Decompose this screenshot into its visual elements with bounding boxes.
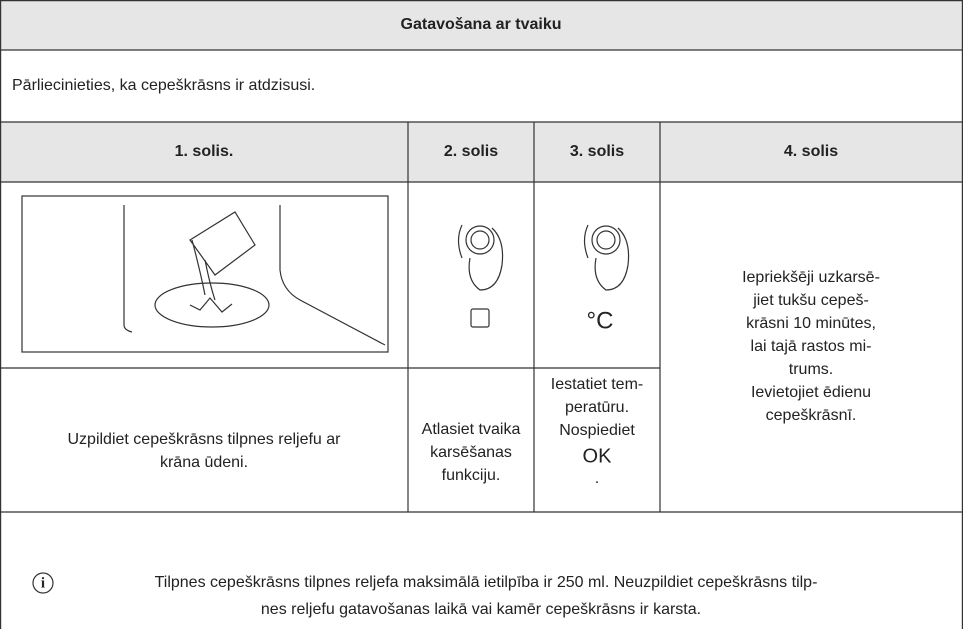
- symbol: °C: [587, 307, 614, 334]
- illustration-fill: [21, 195, 389, 353]
- step-text: peratūru.: [565, 399, 629, 416]
- step-text: jiet tukšu cepeš-: [752, 292, 869, 309]
- note-line: nes reljefu gatavošanas laikā vai kamēr …: [261, 601, 701, 618]
- step-text: trums.: [789, 361, 833, 378]
- step-text: Iestatiet tem-: [551, 376, 643, 393]
- title: Gatavošana ar tvaiku: [401, 16, 562, 33]
- note-line: Tilpnes cepeškrāsns tilpnes reljefa maks…: [155, 574, 818, 591]
- step-text: krāna ūdeni.: [160, 454, 248, 471]
- step-title: 4. solis: [784, 143, 838, 160]
- step-text: Uzpildiet cepeškrāsns tilpnes reljefu ar: [67, 431, 341, 448]
- step-text: Iepriekšēji uzkarsē-: [742, 269, 880, 286]
- illustration-knob: [457, 224, 630, 328]
- info-icon: i: [41, 575, 45, 591]
- button-label: OK: [583, 445, 613, 467]
- step-text: Ievietojiet ēdienu: [751, 384, 871, 401]
- step-text: Nospiediet: [559, 422, 635, 439]
- step-title: 2. solis: [444, 143, 498, 160]
- step-text: cepeškrāsnī.: [766, 407, 857, 424]
- step-title: 1. solis.: [175, 143, 234, 160]
- step-text: karsēšanas: [430, 444, 512, 461]
- step-text: krāsni 10 minūtes,: [746, 315, 876, 332]
- dot: .: [595, 470, 599, 487]
- step-title: 3. solis: [570, 143, 624, 160]
- step-text: lai tajā rastos mi-: [751, 338, 872, 355]
- step-text: funkciju.: [442, 467, 501, 484]
- step-text: Atlasiet tvaika: [422, 421, 521, 438]
- precondition: Pārliecinieties, ka cepeškrāsns ir atdzi…: [12, 77, 315, 94]
